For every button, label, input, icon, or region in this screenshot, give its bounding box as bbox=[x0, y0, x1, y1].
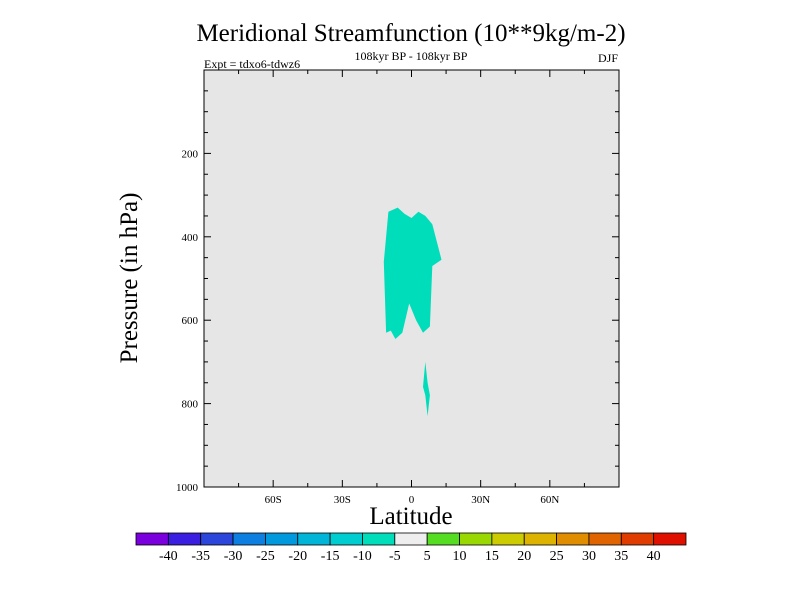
y-tick-label-2: 600 bbox=[182, 315, 199, 327]
colorbar-box-10 bbox=[459, 532, 493, 546]
colorbar-box-9 bbox=[426, 532, 460, 546]
colorbar-label-3: -25 bbox=[256, 549, 275, 564]
chart-title: Meridional Streamfunction (10**9kg/m-2) bbox=[196, 20, 625, 47]
colorbar-box-2 bbox=[200, 532, 234, 546]
colorbar-box-14 bbox=[588, 532, 622, 546]
y-tick-label-3: 800 bbox=[182, 399, 199, 411]
colorbar-label-5: -15 bbox=[321, 549, 340, 564]
colorbar-box-4 bbox=[265, 532, 299, 546]
x-tick-label-4: 60N bbox=[540, 494, 559, 506]
colorbar-label-1: -35 bbox=[191, 549, 210, 564]
y-tick-label-4: 1000 bbox=[176, 482, 199, 494]
y-axis-title: Pressure (in hPa) bbox=[116, 193, 143, 364]
chart-subtitle-left: Expt = tdxo6-tdwz6 bbox=[204, 57, 300, 71]
contour-region-1 bbox=[423, 361, 430, 417]
contour-regions bbox=[383, 207, 442, 417]
colorbar-label-6: -10 bbox=[353, 549, 372, 564]
x-tick-label-1: 30S bbox=[334, 494, 351, 506]
colorbar-label-11: 20 bbox=[517, 549, 531, 564]
colorbar: -40 -35 -30 -25 -20 -15 -10 -5 5 10 15 20 25 30 35 40 bbox=[135, 532, 687, 564]
y-tick-label-1: 400 bbox=[182, 232, 199, 244]
contour-region-0 bbox=[383, 207, 442, 339]
colorbar-box-11 bbox=[491, 532, 525, 546]
colorbar-label-10: 15 bbox=[485, 549, 499, 564]
colorbar-box-16 bbox=[653, 532, 687, 546]
colorbar-label-12: 25 bbox=[550, 549, 564, 564]
colorbar-box-3 bbox=[232, 532, 266, 546]
y-tick-label-0: 200 bbox=[182, 148, 199, 160]
colorbar-label-4: -20 bbox=[288, 549, 307, 564]
colorbar-label-14: 35 bbox=[614, 549, 628, 564]
x-tick-label-0: 60S bbox=[265, 494, 282, 506]
colorbar-label-7: -5 bbox=[389, 549, 401, 564]
axis-ticks: 60S 30S 0 30N 60N 200 400 600 800 1000 bbox=[176, 70, 619, 506]
colorbar-label-2: -30 bbox=[224, 549, 243, 564]
colorbar-box-13 bbox=[556, 532, 590, 546]
colorbar-label-9: 10 bbox=[453, 549, 467, 564]
colorbar-box-5 bbox=[297, 532, 331, 546]
colorbar-box-1 bbox=[167, 532, 202, 546]
colorbar-box-15 bbox=[620, 532, 655, 546]
x-tick-label-2: 0 bbox=[409, 494, 415, 506]
colorbar-label-8: 5 bbox=[424, 549, 431, 564]
colorbar-box-12 bbox=[523, 532, 557, 546]
colorbar-box-8 bbox=[394, 532, 428, 546]
chart-subtitle-right: DJF bbox=[598, 51, 618, 65]
x-tick-label-3: 30N bbox=[471, 494, 490, 506]
colorbar-box-6 bbox=[329, 532, 363, 546]
chart-subtitle-center: 108kyr BP - 108kyr BP bbox=[355, 49, 468, 63]
x-axis-title: Latitude bbox=[369, 503, 452, 530]
colorbar-box-7 bbox=[362, 532, 396, 546]
plot-frame bbox=[203, 69, 620, 488]
colorbar-label-13: 30 bbox=[582, 549, 596, 564]
colorbar-label-0: -40 bbox=[159, 549, 178, 564]
colorbar-label-15: 40 bbox=[647, 549, 661, 564]
colorbar-box-0 bbox=[135, 532, 169, 546]
